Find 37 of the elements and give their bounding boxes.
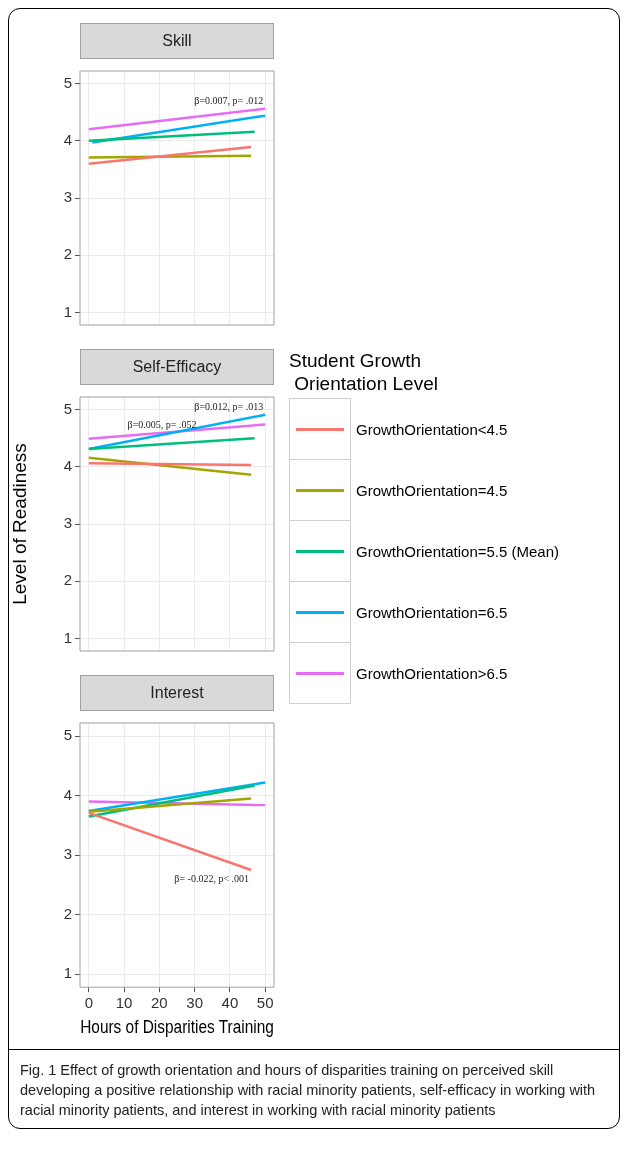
chart-title: Self-Efficacy xyxy=(80,349,274,385)
y-tick-label: 5 xyxy=(63,726,72,744)
y-tick-label: 4 xyxy=(63,130,72,148)
y-tick-label: 3 xyxy=(63,514,72,532)
caption: Fig. 1 Effect of growth orientation and hours of disparities training on perceived skill developing a positive relationship with racial minority patients, self-efficacy in working with racial minority patients, and interest in working with racial minority patients xyxy=(8,1049,620,1120)
annotation: β=0.012, p= .013 xyxy=(194,401,264,413)
legend-label: GrowthOrientation=4.5 xyxy=(356,482,508,499)
x-axis-title: Hours of Disparities Training xyxy=(80,1015,274,1038)
y-tick-label: 4 xyxy=(63,785,72,803)
legend-label: GrowthOrientation=5.5 (Mean) xyxy=(356,543,560,560)
y-tick-label: 2 xyxy=(63,571,72,589)
y-tick-label: 3 xyxy=(63,845,72,863)
legend-label: GrowthOrientation=6.5 xyxy=(356,604,508,621)
legend-title: Student Growth Orientation Level xyxy=(289,349,439,395)
x-tick-label: 0 xyxy=(84,994,93,1012)
y-tick-label: 1 xyxy=(63,964,72,982)
y-tick-label: 1 xyxy=(63,302,72,320)
x-tick-label: 40 xyxy=(221,994,239,1012)
chart-title: Skill xyxy=(80,23,274,59)
y-axis-title: Level of Readiness xyxy=(8,443,30,605)
y-tick-label: 2 xyxy=(63,904,72,922)
x-tick-label: 20 xyxy=(151,994,168,1012)
x-tick-label: 30 xyxy=(186,994,203,1012)
x-tick-label: 50 xyxy=(256,994,274,1012)
y-tick-label: 2 xyxy=(63,245,72,263)
annotation: β= -0.022, p< .001 xyxy=(174,872,250,884)
y-tick-label: 4 xyxy=(63,456,72,474)
y-tick-label: 1 xyxy=(63,628,72,646)
y-tick-label: 5 xyxy=(63,73,72,91)
chart-title: Interest xyxy=(80,675,274,711)
y-tick-label: 5 xyxy=(63,399,72,417)
legend-label: GrowthOrientation>6.5 xyxy=(356,665,508,682)
x-tick-label: 10 xyxy=(115,994,133,1012)
annotation: β=0.005, p= .052 xyxy=(127,418,197,430)
annotation: β=0.007, p= .012 xyxy=(194,95,264,107)
legend-label: GrowthOrientation<4.5 xyxy=(356,421,508,438)
y-tick-label: 3 xyxy=(63,188,72,206)
